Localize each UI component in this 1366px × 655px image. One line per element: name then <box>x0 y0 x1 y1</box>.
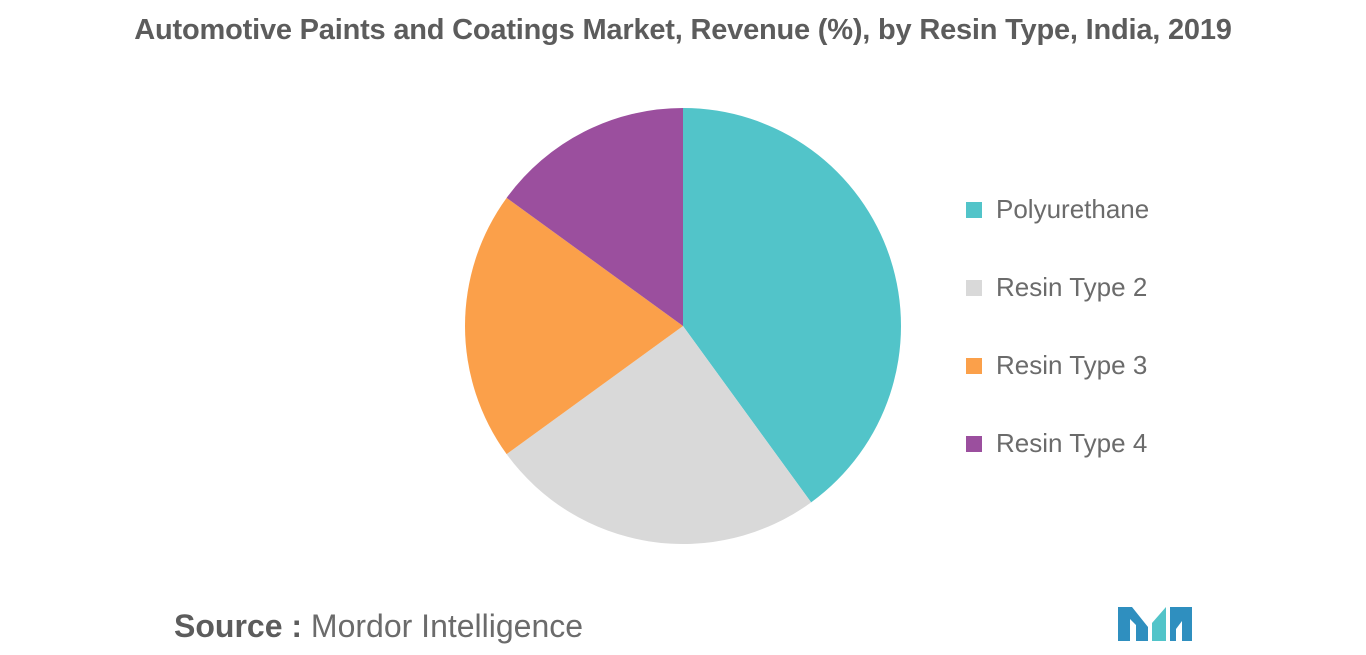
pie-slice-resin-type-3 <box>465 197 683 455</box>
pie-slice-polyurethane <box>683 108 901 503</box>
logo-middle-shape <box>1152 607 1166 641</box>
legend-swatch <box>966 357 982 374</box>
legend-label: Resin Type 4 <box>996 428 1148 458</box>
legend-swatch <box>966 201 982 218</box>
legend-swatch <box>966 435 982 452</box>
chart-title: Automotive Paints and Coatings Market, R… <box>134 14 1232 46</box>
legend-item: Resin Type 3 <box>966 346 1149 385</box>
legend-label: Resin Type 2 <box>996 272 1148 302</box>
legend-item: Resin Type 2 <box>966 268 1149 307</box>
pie-slice-resin-type-4 <box>506 108 683 326</box>
source-prefix: Source : <box>174 608 303 644</box>
logo-right-shape <box>1170 607 1192 641</box>
mordor-intelligence-logo <box>1118 607 1192 641</box>
logo-left-shape <box>1118 607 1148 641</box>
legend-item: Resin Type 4 <box>966 424 1149 463</box>
legend-label: Polyurethane <box>996 194 1150 224</box>
source-note: Source : Mordor Intelligence <box>174 608 583 645</box>
pie-slice-resin-type-2 <box>506 326 812 544</box>
legend-label: Resin Type 3 <box>996 350 1148 380</box>
source-text: Mordor Intelligence <box>310 608 584 644</box>
legend-item: Polyurethane <box>966 190 1149 229</box>
legend-swatch <box>966 279 982 296</box>
legend: Polyurethane Resin Type 2 Resin Type 3 Resi… <box>966 190 1149 502</box>
